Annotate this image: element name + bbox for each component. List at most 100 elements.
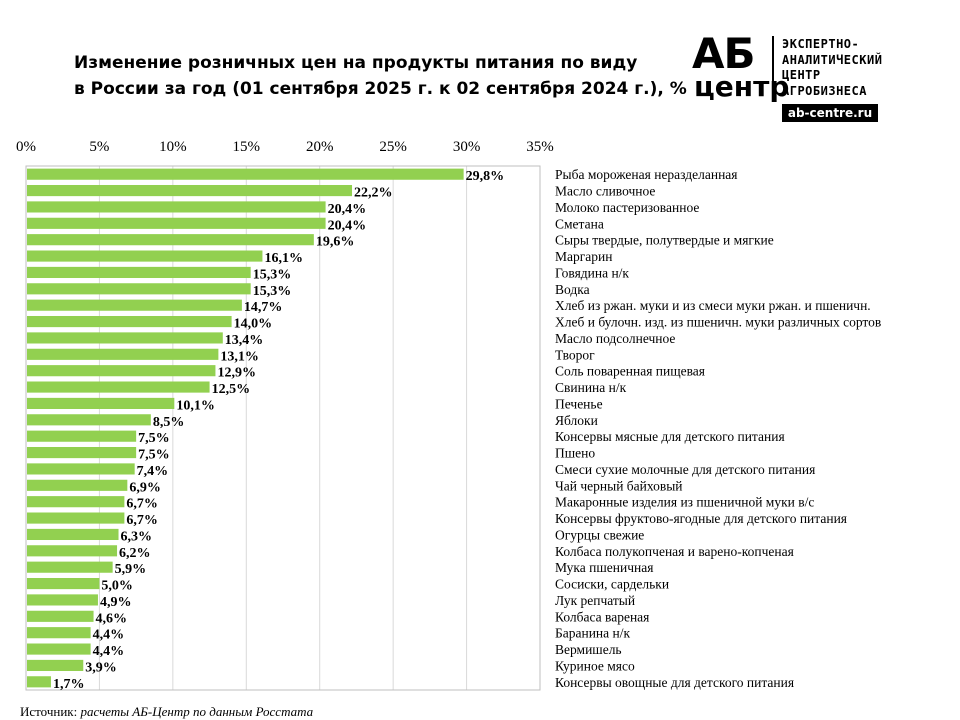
bar	[27, 545, 118, 557]
category-label: Пшено	[555, 446, 595, 461]
bar	[27, 561, 113, 573]
bar-value-label: 6,9%	[129, 480, 161, 495]
category-label: Водка	[555, 282, 590, 297]
bar-value-label: 3,9%	[85, 660, 117, 675]
bar-value-label: 14,0%	[234, 317, 273, 332]
bar-value-label: 4,4%	[93, 628, 125, 643]
bar-value-label: 12,9%	[217, 366, 256, 381]
bar	[27, 332, 223, 344]
bar-value-label: 16,1%	[264, 251, 303, 266]
x-tick-label: 5%	[89, 139, 109, 155]
category-label: Соль поваренная пищевая	[555, 364, 705, 379]
category-label: Огурцы свежие	[555, 527, 644, 542]
x-tick-label: 35%	[526, 139, 554, 155]
bar	[27, 577, 100, 590]
category-label: Куриное мясо	[555, 658, 635, 673]
logo-caption-line-3: ЦЕНТР	[782, 68, 821, 82]
bar-value-label: 12,5%	[212, 382, 251, 397]
category-label: Говядина н/к	[555, 265, 629, 280]
bar-value-label: 7,5%	[138, 431, 170, 446]
category-label: Хлеб из ржан. муки и из смеси муки ржан.…	[555, 298, 871, 313]
chart-title: Изменение розничных цен на продукты пита…	[74, 50, 687, 102]
bar-value-label: 14,7%	[244, 300, 283, 315]
bar	[27, 643, 91, 655]
bar-value-label: 19,6%	[316, 235, 355, 250]
bar-value-label: 6,7%	[126, 513, 158, 528]
x-tick-label: 10%	[159, 139, 187, 155]
bar-value-label: 6,7%	[126, 497, 158, 512]
bar	[27, 217, 326, 229]
category-label: Лук репчатый	[555, 593, 635, 608]
bar	[27, 365, 216, 377]
bar	[27, 512, 125, 524]
bar-value-label: 15,3%	[253, 267, 291, 282]
bar	[27, 168, 464, 180]
category-label: Консервы фруктово-ягодные для детского п…	[555, 511, 847, 526]
category-label: Свинина н/к	[555, 380, 627, 395]
chart-title-line-2: в России за год (01 сентября 2025 г. к 0…	[74, 79, 687, 99]
bar	[27, 348, 219, 360]
category-label: Масло подсолнечное	[555, 331, 675, 346]
category-label: Колбаса полукопченая и варено-копченая	[555, 544, 794, 559]
bar-chart: 0% 5% 10% 15% 20% 25% 30% 35% 29,8% Рыба морожена…	[16, 139, 881, 692]
category-label: Чай черный байховый	[555, 478, 683, 493]
bar-value-label: 22,2%	[354, 186, 393, 201]
x-tick-label: 15%	[233, 139, 261, 155]
bar-value-label: 13,1%	[220, 349, 259, 364]
bar-value-label: 13,4%	[225, 333, 264, 348]
bar	[27, 496, 125, 508]
bar-value-label: 5,0%	[101, 579, 133, 594]
category-label: Консервы мясные для детского питания	[555, 429, 785, 444]
bar	[27, 201, 326, 213]
source-label: Источник:	[20, 704, 78, 719]
category-label: Молоко пастеризованное	[555, 200, 699, 215]
bar	[27, 430, 137, 442]
category-label: Творог	[555, 347, 595, 362]
x-tick-label: 20%	[306, 139, 334, 155]
bar-value-label: 4,9%	[100, 595, 131, 610]
category-label: Сметана	[555, 216, 604, 231]
category-label: Консервы овощные для детского питания	[555, 675, 794, 690]
category-label: Хлеб и булочн. изд. из пшеничн. муки раз…	[555, 315, 881, 330]
bar	[27, 414, 151, 426]
bar-value-label: 6,2%	[119, 546, 150, 561]
bar	[27, 184, 353, 197]
bar	[27, 610, 94, 622]
bar	[27, 659, 84, 672]
category-label: Масло сливочное	[555, 184, 655, 199]
bar-value-label: 20,4%	[328, 218, 367, 233]
bar-value-label: 8,5%	[153, 415, 185, 430]
x-tick-label: 30%	[453, 139, 481, 155]
bar	[27, 299, 242, 311]
bar	[27, 283, 251, 295]
bar-value-label: 20,4%	[328, 202, 367, 217]
bar	[27, 528, 119, 541]
x-tick-label: 0%	[16, 139, 36, 155]
bar-value-label: 7,4%	[137, 464, 169, 479]
bar-value-label: 6,3%	[121, 529, 152, 544]
bar-value-label: 4,6%	[96, 611, 128, 626]
bar-value-label: 10,1%	[176, 398, 215, 413]
bar	[27, 381, 210, 393]
bar-value-label: 1,7%	[53, 677, 85, 692]
category-label: Смеси сухие молочные для детского питани…	[555, 462, 815, 477]
bar	[27, 397, 175, 410]
bar	[27, 315, 232, 328]
logo-caption-line-2: АНАЛИТИЧЕСКИЙ	[782, 52, 883, 67]
logo-caption-line-1: ЭКСПЕРТНО-	[782, 37, 860, 51]
bar-value-label: 4,4%	[93, 644, 125, 659]
logo-separator	[772, 36, 774, 100]
category-label: Вермишель	[555, 642, 622, 657]
logo-caption-line-4: АГРОБИЗНЕСА	[782, 83, 867, 98]
logo-url: ab-centre.ru	[782, 104, 878, 122]
category-label: Макаронные изделия из пшеничной муки в/с	[555, 495, 814, 510]
bar-value-label: 15,3%	[253, 284, 291, 299]
logo-caption: ЭКСПЕРТНО- АНАЛИТИЧЕСКИЙ ЦЕНТР АГРОБИЗНЕ…	[782, 37, 882, 99]
category-label: Баранина н/к	[555, 626, 631, 641]
source-text: расчеты АБ-Центр по данным Росстата	[80, 704, 314, 719]
category-label: Маргарин	[555, 249, 612, 264]
bar-value-label: 5,9%	[115, 562, 147, 577]
bar	[27, 594, 98, 606]
bar	[27, 463, 135, 475]
bar	[27, 627, 91, 639]
